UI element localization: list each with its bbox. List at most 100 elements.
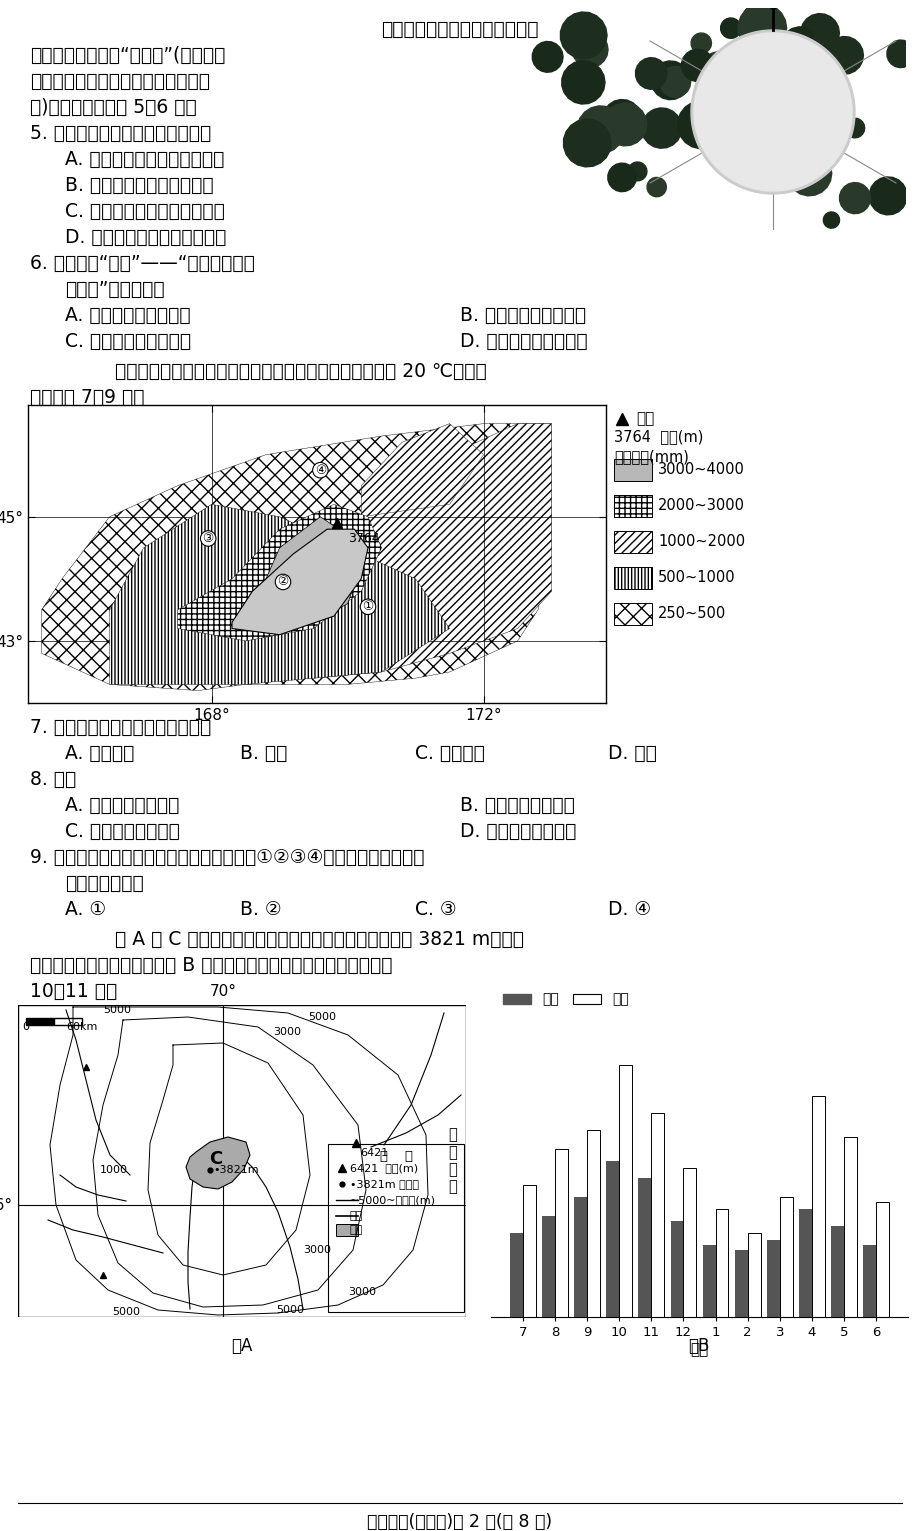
Text: 5. 望远镜选址该地的原因不可能是: 5. 望远镜选址该地的原因不可能是 [30,124,211,142]
Text: 7. 导致该岛降水差异的主导因素是: 7. 导致该岛降水差异的主导因素是 [30,718,211,736]
Text: 3764  海拔(m): 3764 海拔(m) [613,430,703,444]
Polygon shape [651,61,689,100]
Text: 秀丽，为著名的旅游胜地。图 B 是该湖泊某年份流量统计图。读图回答: 秀丽，为著名的旅游胜地。图 B 是该湖泊某年份流量统计图。读图回答 [30,955,392,975]
Polygon shape [787,152,831,196]
Text: 河流: 河流 [349,1211,363,1222]
Text: 年降水量(mm): 年降水量(mm) [613,450,688,464]
Text: 图 A 中 C 湖泊是世界某山地高原上的大湖泊，湖面海拔 3821 m，风光: 图 A 中 C 湖泊是世界某山地高原上的大湖泊，湖面海拔 3821 m，风光 [115,929,524,949]
Polygon shape [576,106,624,153]
Polygon shape [839,182,869,214]
Text: C. 海拔较高，起伏较大: C. 海拔较高，起伏较大 [65,332,191,351]
Text: •3821m: •3821m [213,1165,258,1174]
Bar [613,531,652,553]
Bar [328,1144,463,1312]
Bar [26,1018,54,1024]
Polygon shape [562,61,605,104]
Bar [830,1226,843,1317]
Text: 60km: 60km [66,1023,97,1032]
Bar [335,1223,357,1236]
Bar [702,1245,715,1317]
Text: 3764: 3764 [347,533,379,545]
Bar [554,1148,567,1317]
Bar [799,1209,811,1317]
Bar [670,1222,683,1317]
Text: 地理试题(长郡版)第 2 页(共 8 页): 地理试题(长郡版)第 2 页(共 8 页) [367,1513,552,1531]
Text: 3000~4000: 3000~4000 [657,462,744,478]
Bar [683,1168,696,1317]
Bar [638,1177,651,1317]
Text: 图    例: 图 例 [380,1150,412,1164]
Text: A. ①: A. ① [65,900,106,919]
Text: 5000: 5000 [112,1307,140,1317]
Polygon shape [607,164,636,191]
Polygon shape [641,107,681,149]
Text: A. 大气环流: A. 大气环流 [65,744,134,762]
Text: C. 纬度位置: C. 纬度位置 [414,744,484,762]
Polygon shape [812,31,829,49]
Polygon shape [646,178,665,197]
Polygon shape [742,5,769,32]
Text: 3000: 3000 [347,1288,376,1297]
Bar [715,1209,728,1317]
Bar [573,1197,586,1317]
Text: 2000~3000: 2000~3000 [657,499,744,513]
Text: 读图完成 7～9 题。: 读图完成 7～9 题。 [30,387,144,407]
Text: B. 秦岭阻隔，长夏无冬: B. 秦岭阻隔，长夏无冬 [460,306,585,325]
Text: 1000: 1000 [100,1165,128,1174]
Text: 8. 该岛: 8. 该岛 [30,770,76,788]
Bar [811,1096,824,1317]
Bar [862,1245,875,1317]
Polygon shape [886,40,913,67]
Polygon shape [566,122,597,153]
Text: 16°: 16° [0,1197,12,1213]
Polygon shape [845,118,864,138]
Polygon shape [186,1138,250,1190]
Text: 于类似农家大锅的洼地地貌的形象称: 于类似农家大锅的洼地地貌的形象称 [30,72,210,90]
Polygon shape [697,52,745,100]
Text: A. 东部地形坡度较大: A. 东部地形坡度较大 [65,796,179,814]
Bar [613,495,652,517]
Bar [875,1202,888,1317]
Bar [586,1130,599,1317]
Polygon shape [681,49,713,81]
Text: 杉集中分布的是: 杉集中分布的是 [65,874,143,893]
Text: 6. 贵阳旅游“名片”——“爽爽贵阳，避: 6. 贵阳旅游“名片”——“爽爽贵阳，避 [30,254,255,273]
Text: C: C [210,1150,222,1168]
Text: ③: ③ [202,531,213,545]
X-axis label: 月份: 月份 [689,1341,708,1356]
Polygon shape [720,18,741,38]
Text: D. 人烟稀少，无线电干扰较少: D. 人烟稀少，无线电干扰较少 [65,228,226,246]
Text: A. 地处低纬，海拔较高: A. 地处低纬，海拔较高 [65,306,190,325]
Bar [779,1197,792,1317]
Text: 图B: 图B [687,1337,709,1355]
Polygon shape [825,37,863,73]
Text: ②: ② [277,576,289,588]
Text: A. 喀斯特地貌，保障雨水下滲: A. 喀斯特地貌，保障雨水下滲 [65,150,224,168]
Bar [522,1185,535,1317]
Bar [766,1240,779,1317]
Text: 3000: 3000 [273,1027,301,1036]
Polygon shape [232,530,368,635]
Text: 250~500: 250~500 [657,606,725,622]
Polygon shape [313,424,551,678]
Text: 山峰: 山峰 [635,412,653,427]
Text: ①: ① [362,600,373,614]
Text: 图A: 图A [231,1337,253,1355]
Polygon shape [690,31,854,194]
Polygon shape [693,34,851,191]
Text: 呼)处。读右图完成 5～6 题。: 呼)处。读右图完成 5～6 题。 [30,98,197,116]
Polygon shape [767,104,797,133]
Polygon shape [266,517,361,622]
Text: 3000: 3000 [302,1245,331,1255]
Text: 70°: 70° [210,984,236,1000]
Polygon shape [610,115,639,144]
Polygon shape [563,119,610,167]
Text: D. 地形: D. 地形 [607,744,656,762]
Text: ~5000~等高线(m): ~5000~等高线(m) [349,1196,436,1205]
Bar [843,1138,856,1317]
Polygon shape [677,101,725,149]
Polygon shape [532,41,562,72]
Polygon shape [361,424,483,517]
Polygon shape [602,100,641,138]
Polygon shape [706,73,749,116]
